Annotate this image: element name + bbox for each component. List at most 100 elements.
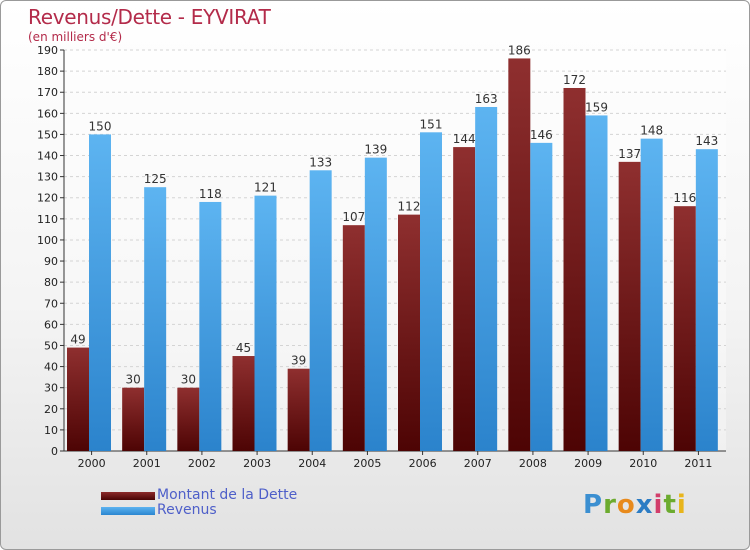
y-tick-label: 110 (37, 213, 58, 226)
data-label: 151 (420, 117, 443, 131)
x-tick-label: 2007 (464, 457, 492, 470)
data-label: 107 (342, 210, 365, 224)
x-tick-label: 2009 (574, 457, 602, 470)
y-tick-label: 20 (44, 403, 58, 416)
legend-swatch-revenus (101, 506, 155, 515)
bar-dette (122, 387, 145, 451)
x-tick-label: 2000 (78, 457, 106, 470)
data-label: 116 (673, 191, 696, 205)
x-tick-label: 2010 (629, 457, 657, 470)
bar-dette (618, 161, 641, 451)
y-tick-label: 160 (37, 107, 58, 120)
y-tick-label: 100 (37, 234, 58, 247)
logo-letter: i (676, 490, 687, 520)
data-label: 30 (181, 373, 196, 387)
bar-revenus (364, 157, 387, 451)
data-label: 186 (508, 43, 531, 57)
bar-revenus (420, 132, 442, 451)
legend: Montant de la Dette Revenus (101, 488, 297, 518)
bar-revenus (144, 187, 167, 451)
y-tick-label: 60 (44, 318, 58, 331)
data-label: 112 (398, 200, 421, 214)
bar-dette (453, 147, 476, 451)
data-label: 139 (364, 143, 387, 157)
bar-revenus (309, 170, 332, 452)
data-label: 125 (144, 172, 167, 186)
logo-letter: x (635, 490, 654, 520)
bar-revenus (199, 201, 222, 451)
logo-letter: t (663, 490, 677, 520)
data-label: 121 (254, 181, 277, 195)
data-label: 150 (89, 119, 112, 133)
bar-dette (232, 356, 255, 451)
legend-label-dette: Montant de la Dette (157, 487, 298, 503)
data-label: 45 (236, 341, 251, 355)
bar-dette (508, 58, 531, 451)
data-label: 148 (640, 124, 663, 138)
legend-swatch-dette (101, 491, 155, 500)
y-tick-label: 10 (44, 424, 58, 437)
data-label: 133 (309, 155, 332, 169)
y-tick-label: 130 (37, 171, 58, 184)
y-tick-label: 70 (44, 297, 58, 310)
bar-dette (398, 214, 420, 451)
y-tick-label: 190 (37, 44, 58, 57)
x-tick-label: 2003 (243, 457, 271, 470)
bar-dette (177, 387, 200, 451)
proxiti-logo: Proxiti (583, 490, 687, 520)
chart-subtitle: (en milliers d'€) (28, 30, 123, 44)
data-label: 39 (291, 354, 306, 368)
data-label: 143 (695, 134, 718, 148)
logo-letter: o (616, 490, 636, 520)
y-tick-label: 140 (37, 150, 58, 163)
x-tick-label: 2002 (188, 457, 216, 470)
data-label: 172 (563, 73, 586, 87)
y-tick-label: 0 (51, 445, 58, 458)
legend-label-revenus: Revenus (157, 502, 217, 518)
bar-revenus (89, 134, 111, 451)
legend-item-dette: Montant de la Dette (101, 488, 297, 503)
y-tick-label: 120 (37, 192, 58, 205)
data-label: 49 (70, 333, 85, 347)
bar-revenus (254, 195, 277, 451)
data-label: 30 (126, 373, 141, 387)
y-tick-label: 50 (44, 339, 58, 352)
x-tick-label: 2011 (684, 457, 712, 470)
plot-area (64, 50, 726, 451)
x-tick-label: 2008 (519, 457, 547, 470)
legend-item-revenus: Revenus (101, 503, 297, 518)
data-label: 137 (618, 147, 641, 161)
x-tick-label: 2005 (353, 457, 381, 470)
y-tick-label: 40 (44, 361, 58, 374)
bar-dette (67, 347, 89, 451)
data-label: 118 (199, 187, 222, 201)
bar-revenus (530, 142, 553, 451)
x-tick-label: 2006 (409, 457, 437, 470)
bar-dette (342, 225, 365, 451)
bar-dette (287, 368, 310, 451)
y-tick-label: 30 (44, 382, 58, 395)
logo-letter: i (653, 490, 664, 520)
bar-revenus (475, 106, 498, 452)
y-tick-label: 80 (44, 276, 58, 289)
bar-revenus (640, 138, 663, 452)
data-label: 144 (453, 132, 476, 146)
bar-dette (563, 87, 586, 451)
data-label: 146 (530, 128, 553, 142)
logo-letter: r (603, 490, 617, 520)
bar-revenus (585, 115, 608, 451)
chart-title: Revenus/Dette - EYVIRAT (28, 5, 271, 29)
data-label: 159 (585, 100, 608, 114)
y-tick-label: 150 (37, 128, 58, 141)
logo-letter: P (583, 490, 604, 520)
y-tick-label: 90 (44, 255, 58, 268)
bar-dette (673, 206, 696, 451)
y-tick-label: 180 (37, 65, 58, 78)
x-tick-label: 2004 (298, 457, 326, 470)
y-tick-label: 170 (37, 86, 58, 99)
data-label: 163 (475, 92, 498, 106)
bar-revenus (695, 149, 718, 451)
x-tick-label: 2001 (133, 457, 161, 470)
